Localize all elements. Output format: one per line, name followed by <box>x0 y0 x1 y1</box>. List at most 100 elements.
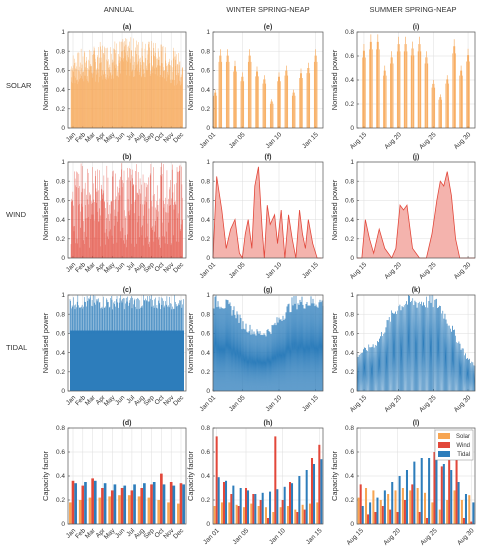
cf-bar-wind <box>91 478 94 524</box>
cf-bar-tidal <box>182 484 185 524</box>
y-tick-label: 0.6 <box>345 449 354 456</box>
cf-bar-solar <box>137 496 141 524</box>
y-tick-label: 1 <box>350 292 354 299</box>
cf-bar-wind <box>462 518 465 524</box>
cf-bar-tidal <box>143 483 146 524</box>
panel-title: (d) <box>123 420 132 427</box>
cf-bar-wind <box>296 512 299 524</box>
y-tick-label: 0.8 <box>345 178 354 185</box>
y-tick-label: 0.2 <box>56 236 65 243</box>
y-tick-label: 0.8 <box>201 48 210 55</box>
axes-frame <box>67 31 187 129</box>
y-tick-label: 0 <box>350 521 354 528</box>
cf-bar-wind <box>433 452 436 524</box>
cf-bar-tidal <box>313 464 316 524</box>
y-tick-label: 0.2 <box>56 369 65 376</box>
y-tick-label: 0 <box>206 388 210 395</box>
y-tick-label: 0 <box>61 388 65 395</box>
cf-bar-tidal <box>398 476 401 524</box>
cf-bar-solar <box>308 503 311 524</box>
y-axis-label: Normalised power <box>41 312 50 373</box>
axes-frame <box>212 294 324 392</box>
cf-bar-tidal <box>239 488 242 524</box>
cf-bar-tidal <box>162 484 166 524</box>
cf-bar-solar <box>372 490 375 524</box>
cf-bar-wind <box>381 506 384 524</box>
axes-frame <box>212 427 324 525</box>
cf-bar-wind <box>455 434 458 524</box>
panel-title: (l) <box>413 420 420 427</box>
y-axis-label: Capacity factor <box>186 450 195 501</box>
legend-label: Solar <box>456 434 470 440</box>
axes-frame <box>356 294 476 392</box>
y-tick-label: 0.6 <box>201 68 210 75</box>
y-tick-label: 1 <box>350 159 354 166</box>
cf-bar-tidal <box>435 458 438 524</box>
legend-swatch <box>438 433 450 439</box>
cf-bar-wind <box>140 488 144 524</box>
panel-title: (i) <box>413 24 420 31</box>
cf-bar-wind <box>403 500 406 524</box>
y-tick-label: 1 <box>61 292 65 299</box>
y-tick-label: 0.4 <box>345 350 354 357</box>
cf-bar-wind <box>169 482 173 524</box>
axes-frame <box>356 161 476 259</box>
plot-area <box>357 434 475 524</box>
y-tick-label: 0.2 <box>201 369 210 376</box>
cf-bar-solar <box>279 507 282 524</box>
cf-bar-solar <box>416 488 419 524</box>
y-tick-label: 0.2 <box>345 369 354 376</box>
cf-bar-wind <box>374 512 377 524</box>
cf-bar-wind <box>160 473 163 524</box>
cf-bar-wind <box>303 509 306 524</box>
cf-bar-tidal <box>103 483 107 524</box>
cf-bar-tidal <box>450 470 453 524</box>
cf-bar-solar <box>431 502 434 524</box>
cf-bar-tidal <box>225 480 228 524</box>
y-tick-label: 0.6 <box>56 198 65 205</box>
y-tick-label: 0.4 <box>56 217 65 224</box>
y-tick-label: 0.8 <box>56 178 65 185</box>
y-tick-label: 1 <box>206 159 210 166</box>
y-tick-label: 0.8 <box>56 311 65 318</box>
cf-bar-solar <box>250 503 253 524</box>
y-tick-label: 0 <box>206 255 210 262</box>
y-tick-label: 0 <box>206 521 210 528</box>
cf-bar-tidal <box>405 470 408 524</box>
plot-area <box>356 295 476 392</box>
cf-bar-solar <box>394 490 397 524</box>
cf-bar-wind <box>440 466 443 524</box>
panel-title: (c) <box>123 287 132 294</box>
y-tick-label: 0.6 <box>201 331 210 338</box>
cf-bar-solar <box>228 502 231 524</box>
cf-bar-wind <box>418 512 421 524</box>
cf-bar-solar <box>78 500 82 524</box>
cf-bar-tidal <box>291 483 294 524</box>
cf-bar-tidal <box>464 494 467 524</box>
plot-area <box>212 166 322 260</box>
x-tick-label: Jul <box>125 394 136 405</box>
cf-bar-wind <box>448 442 451 524</box>
cf-bar-tidal <box>247 490 250 524</box>
panel-title: (f) <box>265 154 272 161</box>
cf-bar-wind <box>396 512 399 524</box>
y-tick-label: 0.8 <box>56 48 65 55</box>
axes-frame <box>356 31 476 129</box>
y-tick-label: 0.6 <box>201 198 210 205</box>
y-tick-label: 0.6 <box>345 53 354 60</box>
cf-bar-solar <box>213 506 216 524</box>
cf-bar-solar <box>147 497 151 524</box>
cf-bar-solar <box>379 500 382 524</box>
cf-bar-solar <box>460 500 463 524</box>
wind-area <box>357 171 475 258</box>
cf-bar-tidal <box>172 485 176 524</box>
cf-bar-tidal <box>428 458 431 524</box>
cf-bar-wind <box>244 488 248 524</box>
plot-area <box>213 436 323 524</box>
cf-bar-wind <box>222 482 226 524</box>
cf-bar-solar <box>446 500 449 524</box>
cf-bar-solar <box>235 504 238 524</box>
cf-bar-tidal <box>93 480 97 524</box>
